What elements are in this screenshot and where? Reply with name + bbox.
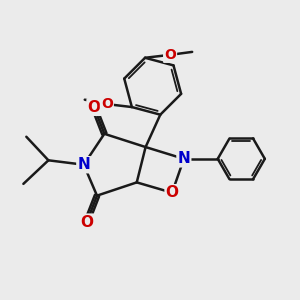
Text: N: N xyxy=(77,157,90,172)
Text: N: N xyxy=(178,151,190,166)
Text: O: O xyxy=(88,100,100,115)
Text: O: O xyxy=(166,185,178,200)
Text: O: O xyxy=(80,214,93,230)
Text: O: O xyxy=(101,97,113,111)
Text: O: O xyxy=(164,48,176,62)
